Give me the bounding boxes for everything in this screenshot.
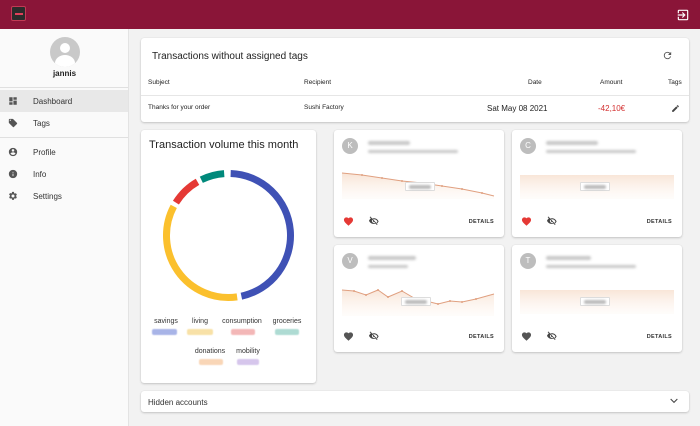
favorite-icon[interactable] — [521, 216, 532, 226]
account-card[interactable]: C DETAILS — [512, 130, 682, 237]
refresh-icon[interactable] — [662, 50, 673, 61]
column-header-recipient[interactable]: Recipient — [304, 79, 332, 86]
sidebar-item-label: Profile — [33, 148, 56, 157]
account-iban — [368, 150, 458, 153]
account-card[interactable]: V DETAILS — [334, 245, 504, 352]
sidebar-item-label: Settings — [33, 192, 62, 201]
account-card[interactable]: T DETAILS — [512, 245, 682, 352]
account-avatar: C — [520, 138, 536, 154]
segment-groceries[interactable] — [199, 170, 225, 183]
column-header-subject[interactable]: Subject — [148, 79, 170, 86]
divider — [0, 87, 128, 88]
tag-icon — [8, 118, 18, 128]
account-iban — [368, 265, 408, 268]
transaction-volume-card: Transaction volume this month savings li… — [141, 130, 316, 383]
account-avatar: V — [342, 253, 358, 269]
account-icon — [8, 147, 18, 157]
column-header-amount[interactable]: Amount — [600, 79, 623, 86]
account-card[interactable]: K DETAILS — [334, 130, 504, 237]
visibility-off-icon[interactable] — [546, 216, 558, 226]
balance-label — [401, 297, 431, 306]
account-name — [368, 256, 416, 260]
hidden-accounts-panel[interactable]: Hidden accounts — [141, 391, 689, 412]
details-button[interactable]: DETAILS — [468, 219, 494, 225]
sidebar-item-label: Dashboard — [33, 97, 73, 106]
account-avatar: K — [342, 138, 358, 154]
legend-value-groceries — [275, 329, 299, 335]
cell-subject: Thanks for your order — [148, 104, 211, 111]
column-header-date[interactable]: Date — [528, 79, 542, 86]
sidebar-item-label: Tags — [33, 119, 50, 128]
app-bar — [0, 0, 700, 29]
legend-value-donations — [199, 359, 223, 365]
account-iban — [546, 150, 636, 153]
legend-value-savings — [152, 329, 177, 335]
sidebar: jannis Dashboard Tags Profile Info Setti… — [0, 29, 129, 426]
legend-label-consumption[interactable]: consumption — [222, 318, 262, 325]
untagged-transactions-card: Transactions without assigned tags Subje… — [141, 38, 689, 122]
account-avatar: T — [520, 253, 536, 269]
details-button[interactable]: DETAILS — [468, 334, 494, 340]
cell-amount: -42,10€ — [598, 104, 626, 113]
logout-icon[interactable] — [676, 8, 690, 22]
panel-title: Hidden accounts — [148, 398, 208, 407]
sidebar-item-profile[interactable]: Profile — [0, 141, 128, 163]
segment-consumption[interactable] — [172, 178, 200, 205]
app-logo[interactable] — [11, 6, 26, 21]
favorite-icon[interactable] — [343, 216, 354, 226]
legend-label-living[interactable]: living — [192, 318, 208, 325]
sidebar-item-settings[interactable]: Settings — [0, 185, 128, 207]
chevron-down-icon[interactable] — [670, 398, 678, 404]
legend-label-savings[interactable]: savings — [154, 318, 178, 325]
card-title: Transactions without assigned tags — [152, 51, 308, 62]
sidebar-item-tags[interactable]: Tags — [0, 112, 128, 134]
account-name — [546, 256, 591, 260]
legend-value-consumption — [231, 329, 255, 335]
column-header-tags: Tags — [668, 79, 682, 86]
username: jannis — [52, 69, 77, 78]
account-iban — [546, 265, 636, 268]
edit-icon[interactable] — [671, 104, 680, 113]
balance-label — [580, 182, 610, 191]
visibility-off-icon[interactable] — [368, 216, 380, 226]
account-name — [546, 141, 598, 145]
visibility-off-icon[interactable] — [546, 331, 558, 341]
divider — [0, 137, 128, 138]
card-title: Transaction volume this month — [149, 139, 299, 151]
sidebar-item-label: Info — [33, 170, 47, 179]
gear-icon — [9, 191, 17, 200]
segment-savings[interactable] — [230, 170, 294, 300]
details-button[interactable]: DETAILS — [646, 334, 672, 340]
legend-label-mobility[interactable]: mobility — [236, 348, 260, 355]
divider — [141, 95, 689, 96]
cell-recipient: Sushi Factory — [304, 104, 344, 111]
favorite-icon[interactable] — [521, 331, 532, 341]
favorite-icon[interactable] — [343, 331, 354, 341]
legend-value-mobility — [237, 359, 259, 365]
legend-label-donations[interactable]: donations — [194, 348, 226, 355]
avatar[interactable] — [50, 37, 80, 67]
visibility-off-icon[interactable] — [368, 331, 380, 341]
balance-label — [405, 182, 435, 191]
cell-date: Sat May 08 2021 — [487, 104, 548, 113]
legend-value-living — [187, 329, 213, 335]
dashboard-icon — [9, 97, 17, 105]
account-name — [368, 141, 410, 145]
balance-label — [580, 297, 610, 306]
volume-donut — [163, 170, 294, 301]
info-icon — [8, 169, 18, 179]
legend-label-groceries[interactable]: groceries — [272, 318, 302, 325]
details-button[interactable]: DETAILS — [646, 219, 672, 225]
sidebar-item-dashboard[interactable]: Dashboard — [0, 90, 128, 112]
sidebar-item-info[interactable]: Info — [0, 163, 128, 185]
segment-living[interactable] — [163, 204, 238, 301]
